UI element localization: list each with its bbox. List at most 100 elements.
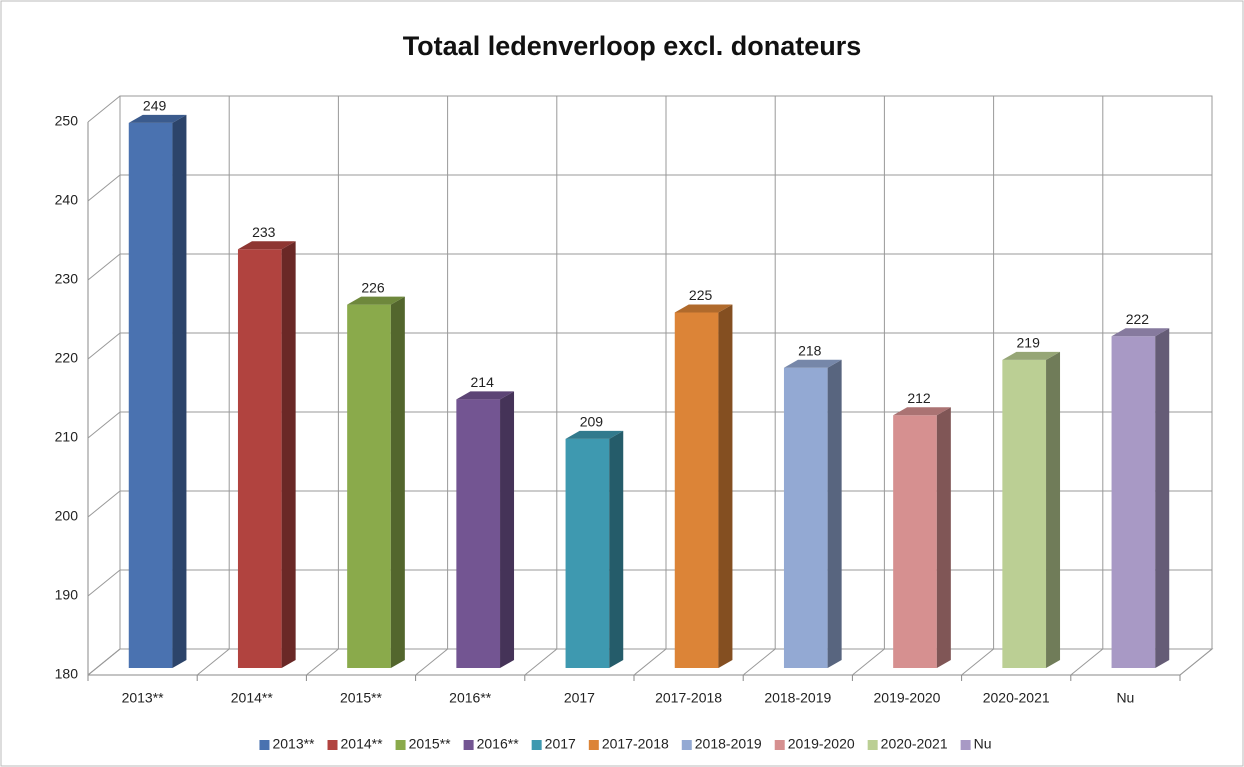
value-label: 225 <box>689 287 713 303</box>
bar <box>456 391 515 668</box>
bar-top <box>893 407 951 416</box>
bar-side <box>827 359 842 668</box>
legend-swatch <box>259 740 270 750</box>
grid-line-vertical <box>1070 96 1104 676</box>
bar-front <box>674 312 719 668</box>
bar-side <box>718 304 733 668</box>
bar <box>674 304 733 668</box>
bar <box>893 407 951 668</box>
legend-swatch <box>588 740 599 750</box>
legend-swatch <box>531 740 542 750</box>
bar-top <box>783 359 842 368</box>
bar <box>783 359 842 668</box>
legend-swatch <box>774 740 785 750</box>
legend-label: 2019-2020 <box>788 736 855 752</box>
x-tick-label: 2016** <box>449 690 492 706</box>
legend-swatch <box>867 740 878 750</box>
bar-front <box>783 367 828 668</box>
grid-line-vertical <box>87 96 121 676</box>
value-label: 218 <box>798 343 822 359</box>
legend-swatch <box>681 740 692 750</box>
legend-label: Nu <box>974 736 992 752</box>
bar-front <box>893 415 937 668</box>
legend-label: 2013** <box>272 736 315 752</box>
y-tick-label: 180 <box>55 666 79 682</box>
bar <box>347 296 405 668</box>
x-tick-label: 2020-2021 <box>983 690 1050 706</box>
bar-front <box>1002 359 1047 668</box>
bar <box>128 114 187 668</box>
bar-top <box>1111 328 1170 337</box>
bar-top <box>565 430 624 439</box>
bar-front <box>237 249 282 669</box>
bar-side <box>1046 351 1061 668</box>
bar-top <box>347 296 405 305</box>
legend-label: 2017-2018 <box>602 736 669 752</box>
legend-label: 2020-2021 <box>881 736 948 752</box>
y-tick-label: 190 <box>55 587 79 603</box>
grid-line-vertical <box>306 96 339 676</box>
bar-front <box>565 438 610 668</box>
bar-side <box>936 407 951 668</box>
legend-swatch <box>463 740 474 750</box>
legend-label: 2018-2019 <box>695 736 762 752</box>
y-tick-label: 200 <box>55 508 79 524</box>
grid-line-vertical <box>633 96 667 676</box>
legend-swatch <box>960 740 971 750</box>
bar-side <box>172 114 187 668</box>
x-tick-label: 2019-2020 <box>874 690 941 706</box>
legend-swatch <box>327 740 338 750</box>
value-label: 209 <box>580 414 604 430</box>
grid-line-vertical <box>852 96 885 676</box>
bar-side <box>500 391 515 668</box>
bar-side <box>1155 328 1170 668</box>
legend-swatch <box>395 740 406 750</box>
bar-front <box>128 122 173 668</box>
legend-label: 2014** <box>341 736 384 752</box>
x-tick-label: 2014** <box>231 690 274 706</box>
bar-side <box>281 241 296 669</box>
legend-label: 2017 <box>545 736 576 752</box>
bar <box>1111 328 1170 668</box>
y-tick-label: 220 <box>55 350 79 366</box>
bar-front <box>456 399 501 668</box>
bar-front <box>347 304 391 668</box>
y-tick-label: 230 <box>55 271 79 287</box>
grid-line-vertical <box>742 96 776 676</box>
x-tick-label: 2017-2018 <box>655 690 722 706</box>
bar-side <box>609 430 624 668</box>
x-tick-label: 2018-2019 <box>764 690 831 706</box>
bar-front <box>1111 336 1156 668</box>
value-label: 233 <box>252 224 276 240</box>
grid-line-vertical <box>415 96 449 676</box>
x-tick-label: 2013** <box>122 690 165 706</box>
x-tick-label: 2017 <box>564 690 595 706</box>
legend-label: 2015** <box>409 736 452 752</box>
legend-label: 2016** <box>477 736 520 752</box>
grid-line-vertical <box>961 96 995 676</box>
x-tick-label: 2015** <box>340 690 383 706</box>
grid-line-vertical <box>524 96 558 676</box>
bar-top <box>128 114 187 123</box>
value-label: 226 <box>361 279 385 295</box>
bar <box>565 430 624 668</box>
bar <box>237 241 296 669</box>
bar-top <box>456 391 515 400</box>
value-label: 219 <box>1017 335 1041 351</box>
bar-top <box>237 241 296 250</box>
y-tick-label: 240 <box>55 192 79 208</box>
bar-top <box>674 304 733 313</box>
bar-side <box>390 296 405 668</box>
chart-title: Totaal ledenverloop excl. donateurs <box>403 31 862 61</box>
grid-line-vertical <box>196 96 230 676</box>
bar-top <box>1002 351 1061 360</box>
grid-line-vertical <box>1179 96 1213 676</box>
value-label: 222 <box>1126 311 1150 327</box>
bar <box>1002 351 1061 668</box>
value-label: 212 <box>907 390 931 406</box>
value-label: 214 <box>471 374 495 390</box>
y-tick-label: 250 <box>55 113 79 129</box>
y-tick-label: 210 <box>55 429 79 445</box>
x-tick-label: Nu <box>1116 690 1134 706</box>
